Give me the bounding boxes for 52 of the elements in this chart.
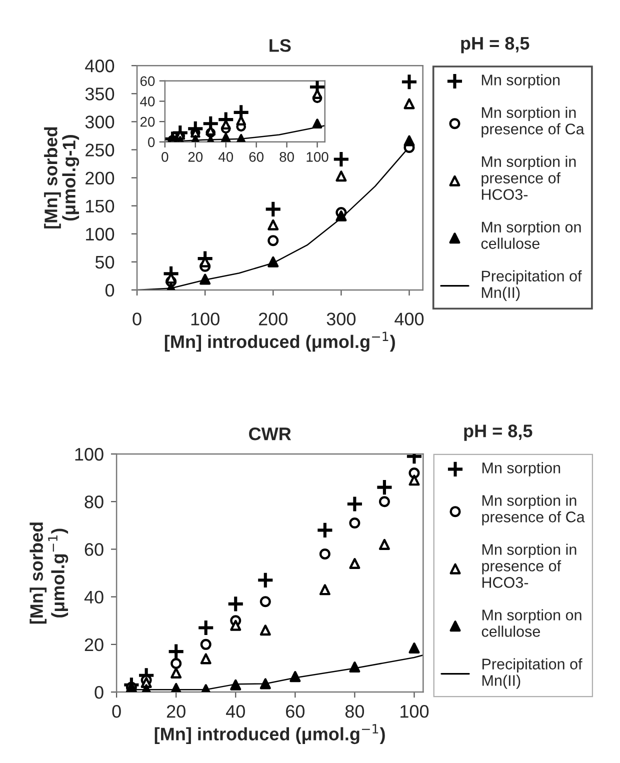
y-tick-label: 400	[85, 60, 114, 72]
x-tick-label: 60	[286, 705, 304, 718]
y-tick-label: 20	[84, 638, 104, 652]
text: pH = 8,5	[461, 36, 530, 54]
x-tick-label: 60	[249, 152, 264, 162]
y-tick-label: 0	[148, 137, 155, 148]
legend-label: Mn sorption in presence of HCO3-	[482, 544, 576, 588]
x-tick-label: 20	[188, 152, 203, 162]
legend-label: Mn sorption in presence of HCO3-	[482, 156, 576, 200]
y-tick-label: 150	[86, 200, 114, 213]
y-tick-label: 0	[105, 284, 114, 297]
y-axis-title: [Mn] sorbed (μmol.g-1)	[44, 127, 80, 228]
legend-label: Precipitation of Mn(II)	[482, 270, 582, 301]
legend-label: Mn sorption	[482, 462, 560, 476]
x-axis-title: [Mn] introduced (μmol.g$^{−1}$)	[154, 724, 385, 744]
x-tick-label: 100	[400, 705, 429, 718]
x-tick-label: 80	[280, 152, 294, 162]
y-tick-label: 60	[84, 543, 104, 556]
chart-title: LS	[270, 39, 291, 52]
chart-title: CWR	[249, 427, 292, 440]
x-tick-label: 40	[226, 705, 245, 718]
y-tick-label: 200	[86, 172, 114, 184]
legend-label: Precipitation of Mn(II)	[482, 658, 582, 689]
y-tick-label: 350	[85, 88, 114, 100]
x-axis-title: [Mn] introduced (μmol.g$^{−1}$)	[164, 332, 395, 352]
y-tick-label: 60	[140, 76, 155, 86]
y-tick-label: 80	[84, 496, 104, 508]
legend-label: Mn sorption in presence of Ca	[482, 494, 585, 526]
y-tick-label: 300	[85, 116, 114, 128]
x-tick-label: 20	[166, 705, 186, 718]
y-tick-label: 100	[86, 228, 114, 241]
legend-label: Mn sorption on cellulose	[481, 221, 581, 249]
x-tick-label: 100	[306, 152, 328, 162]
y-tick-label: 20	[140, 116, 155, 127]
x-tick-label: 0	[162, 152, 168, 162]
y-tick-label: 50	[95, 256, 114, 269]
x-tick-label: 80	[345, 705, 364, 718]
x-tick-label: 300	[326, 312, 356, 326]
y-tick-label: 40	[84, 590, 104, 604]
y-tick-label: 0	[94, 686, 104, 699]
y-axis-title: [Mn] sorbed (μmol.g$^{−1}$)	[30, 522, 68, 624]
x-tick-label: 400	[394, 312, 424, 326]
x-tick-label: 40	[218, 152, 234, 162]
legend-label: Mn sorption	[482, 74, 560, 88]
x-tick-label: 100	[191, 312, 220, 326]
y-tick-label: 250	[86, 144, 114, 156]
x-tick-label: 200	[258, 312, 288, 326]
y-tick-label: 100	[75, 448, 104, 461]
legend-label: Mn sorption on cellulose	[482, 609, 582, 637]
y-tick-label: 40	[140, 96, 155, 106]
text: pH = 8,5	[464, 424, 532, 441]
legend-label: Mn sorption in presence of Ca	[482, 106, 584, 138]
